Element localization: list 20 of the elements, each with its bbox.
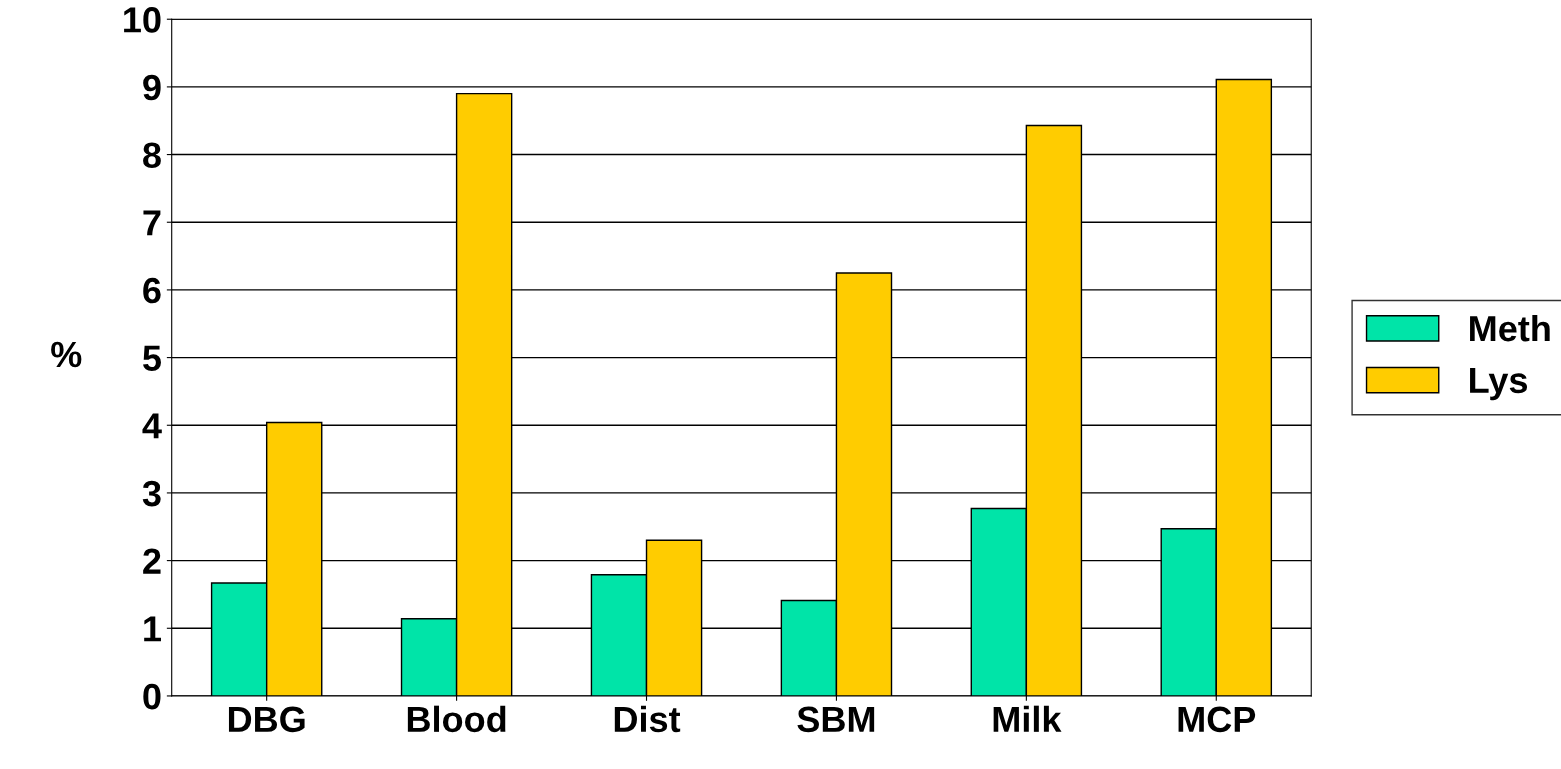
- y-axis-title: %: [51, 341, 82, 368]
- y-tick-label: 3: [142, 480, 161, 507]
- x-tick-label: Dist: [614, 705, 681, 733]
- legend-label: Meth: [1470, 314, 1550, 342]
- y-tick-label: 8: [143, 142, 161, 169]
- x-tick-label: SBM: [797, 706, 875, 733]
- x-tick-label: MCP: [1178, 706, 1256, 733]
- x-tick-label: Blood: [407, 705, 506, 733]
- x-tick-label: DBG: [228, 706, 305, 733]
- legend-label: Lys: [1470, 367, 1528, 401]
- y-tick-label: 4: [142, 413, 162, 439]
- y-tick-label: 6: [143, 277, 161, 304]
- y-tick-label: 10: [124, 7, 161, 33]
- y-tick-label: 7: [143, 210, 161, 236]
- y-tick-label: 9: [143, 74, 161, 101]
- y-tick-label: 0: [143, 683, 161, 710]
- y-tick-label: 5: [143, 345, 161, 372]
- x-tick-label: Milk: [993, 705, 1062, 732]
- y-tick-label: 1: [144, 616, 161, 642]
- y-tick-label: 2: [143, 548, 161, 574]
